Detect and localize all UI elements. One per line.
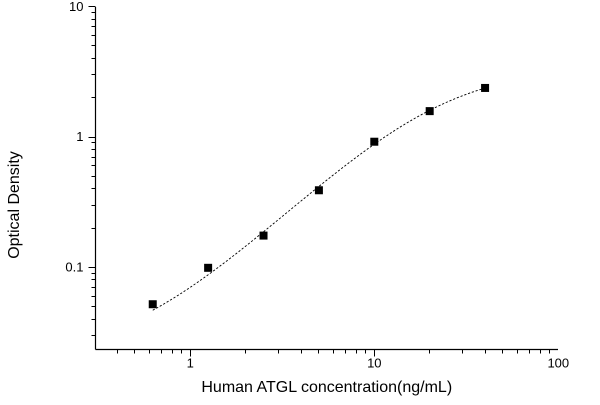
svg-text:Human ATGL concentration(ng/mL: Human ATGL concentration(ng/mL) <box>201 379 452 396</box>
svg-text:10: 10 <box>367 356 381 371</box>
svg-text:1: 1 <box>76 129 83 144</box>
svg-text:10: 10 <box>69 0 83 14</box>
svg-text:100: 100 <box>547 356 569 371</box>
svg-text:1: 1 <box>187 356 194 371</box>
svg-text:0.1: 0.1 <box>65 259 83 274</box>
svg-text:Optical Density: Optical Density <box>6 151 23 259</box>
